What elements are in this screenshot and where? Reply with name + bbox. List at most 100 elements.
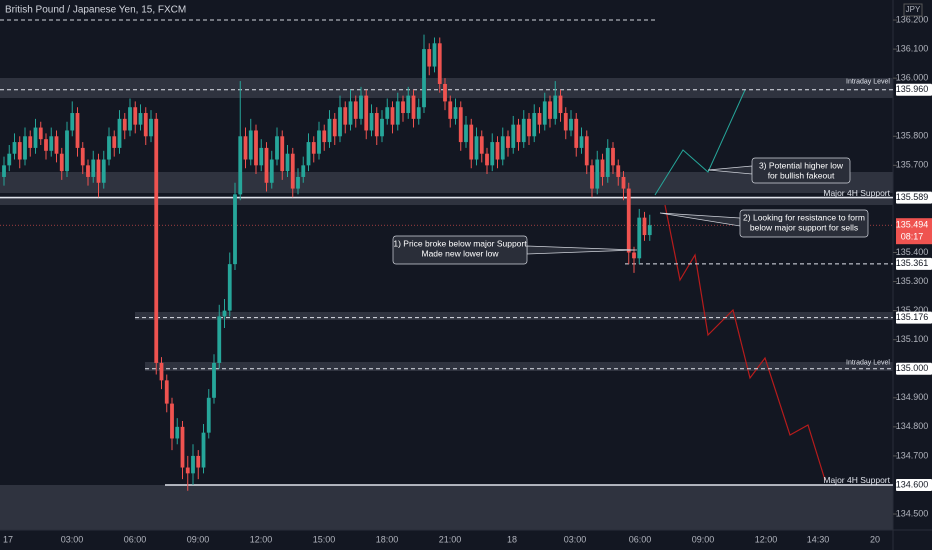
callout-text: 3) Potential higher low	[759, 160, 844, 170]
candle-body	[338, 107, 342, 137]
candle-body	[369, 113, 374, 131]
candle-body	[621, 176, 626, 189]
candle-body	[306, 142, 311, 166]
candle-body	[75, 113, 80, 148]
candle-body	[296, 176, 300, 189]
candle-body	[605, 147, 610, 177]
candle-body	[406, 95, 411, 114]
x-tick-label: 18	[507, 534, 517, 544]
candle-body	[374, 113, 379, 137]
candle-body	[222, 310, 227, 317]
candle-body	[259, 147, 264, 166]
x-tick-label: 03:00	[61, 534, 84, 544]
level-label-box	[896, 362, 932, 375]
candle-body	[80, 147, 85, 166]
candle-body	[227, 264, 232, 311]
y-tick-label: 136.200	[896, 14, 929, 24]
x-tick-label: 21:00	[439, 534, 462, 544]
candle-body	[537, 113, 542, 125]
candle-body	[590, 165, 594, 189]
candle-body	[495, 142, 500, 160]
level-label: 135.361	[896, 258, 929, 268]
candle-body	[380, 118, 384, 137]
candle-body	[443, 83, 447, 102]
zones	[0, 78, 893, 530]
candle-body	[427, 49, 432, 67]
candle-body	[269, 159, 274, 183]
candle-body	[317, 130, 321, 154]
candle-body	[154, 118, 159, 363]
candle-body	[149, 118, 153, 137]
candle-body	[117, 118, 122, 148]
callout-text: below major support for sells	[750, 222, 858, 232]
candle-body	[133, 107, 138, 125]
level-label: 135.589	[896, 192, 929, 202]
last-price-label: 135.494	[896, 220, 929, 230]
candle-body	[301, 165, 306, 177]
callout-text: for bullish fakeout	[768, 170, 835, 180]
y-tick-label: 134.700	[896, 450, 929, 460]
candle-body	[185, 467, 190, 474]
y-tick-label: 135.800	[896, 131, 929, 141]
candle-body	[490, 142, 495, 166]
candle-body	[600, 159, 605, 177]
callout-box	[739, 209, 869, 238]
level-name: Major 4H Support	[823, 188, 890, 198]
candle-body	[353, 101, 358, 119]
callout-text: 2) Looking for resistance to form	[743, 212, 865, 222]
candle-body	[217, 316, 222, 363]
candle-body	[506, 136, 510, 148]
candle-body	[516, 124, 521, 143]
candle-body	[611, 147, 615, 166]
candle-body	[343, 107, 348, 125]
candle-body	[458, 107, 463, 143]
last-price-box	[896, 218, 932, 245]
candle-body	[122, 118, 127, 131]
level-name: Major 4H Support	[823, 475, 890, 485]
candle-body	[579, 136, 584, 148]
x-tick-label: 20	[870, 534, 880, 544]
candle-body	[364, 95, 369, 131]
candle-body	[558, 95, 563, 114]
y-tick-label: 135.700	[896, 160, 929, 170]
candle-body	[574, 118, 579, 148]
chart-title: British Pound / Japanese Yen, 15, FXCM	[5, 5, 186, 16]
zone	[0, 172, 893, 193]
candle-body	[548, 101, 552, 119]
callout-box	[751, 157, 851, 184]
candle-body	[453, 107, 458, 119]
candle-body	[175, 426, 180, 439]
candle-body	[23, 136, 27, 160]
candle-body	[401, 101, 405, 114]
level-label: 135.960	[896, 84, 929, 94]
candle-body	[28, 136, 33, 148]
x-tick-label: 12:00	[250, 534, 273, 544]
level-name: Intraday Level	[846, 79, 890, 86]
candle-body	[2, 165, 6, 177]
candle-body	[327, 118, 332, 143]
candle-body	[616, 165, 621, 177]
candle-body	[464, 124, 468, 143]
candle-body	[390, 107, 395, 125]
candle-body	[180, 426, 185, 468]
candle-body	[170, 403, 174, 439]
level-label-box	[896, 257, 932, 270]
axes: 136.200 136.100 136.000 135.800 135.700 135.4…	[3, 14, 932, 544]
x-tick-label: 15:00	[313, 534, 336, 544]
candle-body	[164, 380, 169, 404]
candle-body	[395, 101, 400, 125]
candle-body	[448, 101, 453, 119]
x-tick-label: 09:00	[692, 534, 715, 544]
y-tick-label: 134.900	[896, 392, 929, 402]
callout-text: 1) Price broke below major Support	[393, 238, 527, 248]
level-label: 134.600	[896, 479, 929, 489]
candle-body	[474, 136, 479, 160]
level-label-box	[896, 478, 932, 491]
bullish-projection	[654, 89, 746, 196]
candle-body	[432, 43, 437, 67]
candle-body	[485, 153, 489, 166]
x-tick-label: 09:00	[187, 534, 210, 544]
candle-body	[626, 188, 631, 253]
candle-body	[248, 130, 253, 160]
